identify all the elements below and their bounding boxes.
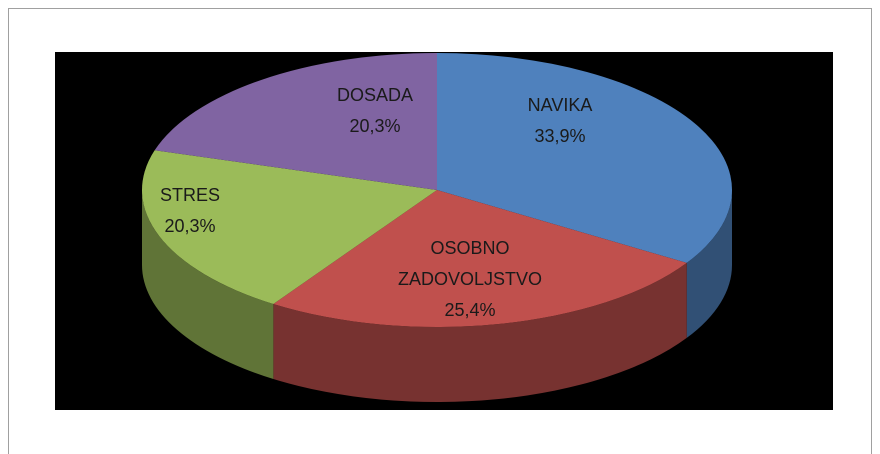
pie-slice-side [142,190,274,379]
data-label: STRES 20,3% [90,180,290,242]
pie-slice [437,53,732,263]
value-label: 33,9% [534,126,586,146]
pie-slice-side [273,262,687,402]
data-label: NAVIKA 33,9% [460,90,660,152]
value-label: 25,4% [444,300,496,320]
value-label: 20,3% [349,116,401,136]
value-label: 20,3% [164,216,216,236]
pie-slice [154,53,437,190]
chart-frame [8,8,872,454]
category-label: OSOBNO ZADOVOLJSTVO [397,238,543,289]
pie-slice-side [686,190,732,338]
category-label: NAVIKA [527,95,593,115]
category-label: DOSADA [336,85,414,105]
data-label: DOSADA 20,3% [275,80,475,142]
category-label: STRES [159,185,220,205]
data-label: OSOBNO ZADOVOLJSTVO 25,4% [385,233,555,326]
pie-slice [142,150,437,304]
pie-slice [273,190,687,327]
